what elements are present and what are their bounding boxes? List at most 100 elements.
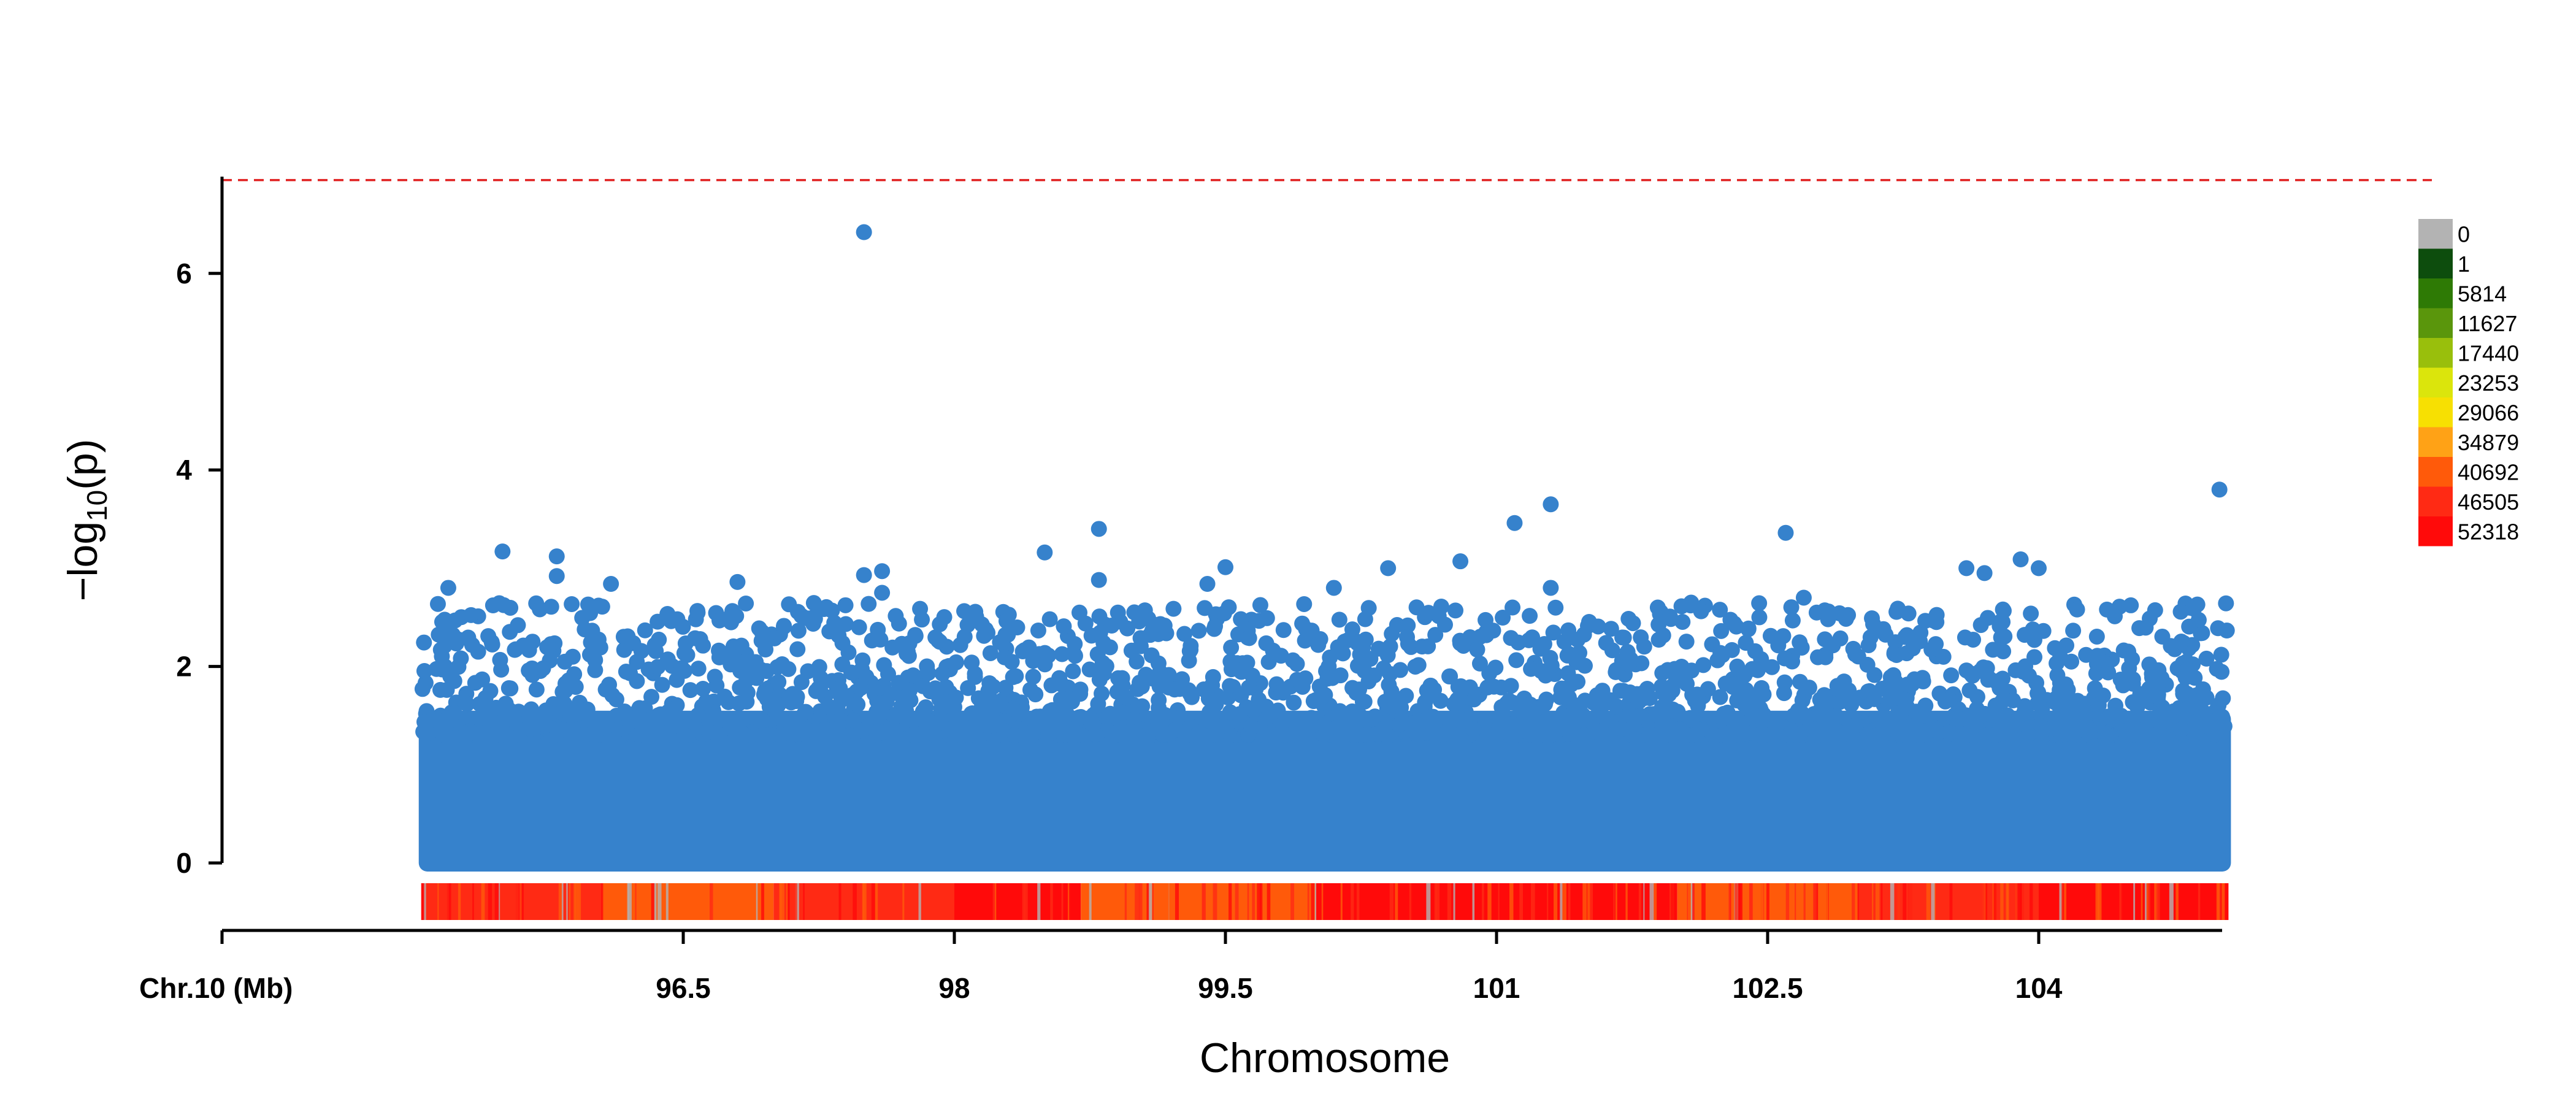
density-bar-stripe (1670, 883, 1675, 920)
data-point (1662, 608, 1678, 625)
data-point (1407, 658, 1424, 675)
data-point (541, 638, 558, 655)
density-bar-segment (421, 883, 602, 920)
data-point (1969, 689, 1985, 705)
density-bar-stripe (1682, 883, 1687, 920)
data-point (1289, 656, 1305, 672)
data-point (1296, 596, 1313, 612)
density-bar-stripe (653, 883, 657, 920)
data-point (1165, 600, 1182, 617)
data-point (1094, 685, 1110, 702)
data-point (594, 599, 610, 615)
data-point (646, 637, 663, 653)
density-bar-stripe (1934, 883, 1936, 920)
data-point (1130, 727, 1146, 743)
data-point (1447, 602, 1464, 619)
density-bar-stripe (779, 883, 782, 920)
legend-label: 0 (2458, 221, 2470, 247)
data-point (1040, 723, 1057, 739)
x-tick-label: 102.5 (1732, 972, 1803, 1004)
data-point (948, 718, 965, 734)
density-bar-stripe (2119, 883, 2123, 920)
density-bar-stripe (1572, 883, 1574, 920)
data-point (2043, 721, 2060, 737)
data-point (1051, 670, 1068, 686)
data-point (1815, 721, 1832, 737)
density-bar-stripe (1590, 883, 1593, 920)
data-point (868, 703, 885, 720)
data-point (2198, 650, 2215, 667)
data-point (1832, 630, 1849, 646)
data-point (1337, 720, 1354, 737)
data-point (2213, 646, 2229, 663)
density-bar-stripe (586, 883, 589, 920)
data-point (1838, 610, 1854, 627)
density-bar-stripe (642, 883, 644, 920)
data-point (738, 694, 755, 710)
data-point (1543, 580, 1559, 596)
data-point (416, 662, 432, 679)
data-point (781, 596, 797, 613)
data-point (1928, 607, 1945, 623)
data-point (1576, 626, 1592, 643)
data-point (1176, 626, 1193, 642)
data-point (1764, 659, 1781, 675)
legend-label: 40692 (2458, 459, 2519, 485)
data-point (2150, 662, 2167, 678)
data-point (914, 611, 930, 628)
data-point (770, 673, 787, 690)
data-point (1493, 707, 1510, 724)
data-point (1627, 721, 1643, 737)
data-point (1041, 703, 1058, 719)
density-bar-stripe (1567, 883, 1571, 920)
density-bar-stripe (421, 883, 424, 920)
data-point (1243, 718, 1260, 735)
data-point (759, 691, 775, 707)
density-bar-stripe (1257, 883, 1262, 920)
data-point (1650, 616, 1667, 633)
data-point (500, 680, 517, 696)
data-point (1222, 678, 1238, 694)
legend-label: 11627 (2458, 311, 2517, 336)
data-point (1182, 686, 1198, 702)
density-bar-stripe (1148, 883, 1152, 920)
density-bar-stripe (1562, 883, 1566, 920)
data-point (2151, 705, 2168, 722)
density-bar-stripe (1554, 883, 1558, 920)
density-bar-stripe (1453, 883, 1455, 920)
data-point (1847, 646, 1863, 662)
data-point (1441, 668, 1458, 684)
data-point (720, 694, 737, 710)
data-point (1071, 709, 1087, 726)
data-point (2065, 623, 2082, 639)
data-point (2173, 634, 2190, 650)
data-point (1749, 662, 1766, 678)
data-point (1268, 676, 1285, 692)
data-point (723, 649, 739, 665)
density-bar-stripe (1389, 883, 1394, 920)
data-point (2031, 560, 2047, 577)
data-point (1860, 727, 1877, 743)
data-point (538, 717, 554, 734)
data-point (822, 699, 838, 716)
dense-point-cloud (418, 710, 2231, 872)
density-bar-stripe (786, 883, 788, 920)
data-point (1559, 647, 1576, 664)
data-point (1452, 553, 1469, 570)
density-bar-stripe (1980, 883, 1985, 920)
data-point (1847, 718, 1863, 734)
data-point (1924, 721, 1941, 738)
density-bar-stripe (994, 883, 997, 920)
data-point (1728, 618, 1744, 635)
data-point (788, 693, 805, 710)
density-bar-stripe (1852, 883, 1855, 920)
density-bar-stripe (863, 883, 867, 920)
data-point (1751, 609, 1768, 626)
data-point (1560, 665, 1576, 681)
data-point (887, 723, 904, 739)
data-point (984, 717, 1001, 734)
data-point (1399, 629, 1416, 645)
data-point (471, 710, 488, 726)
density-bar-stripe (2000, 883, 2004, 920)
data-point (891, 675, 907, 691)
